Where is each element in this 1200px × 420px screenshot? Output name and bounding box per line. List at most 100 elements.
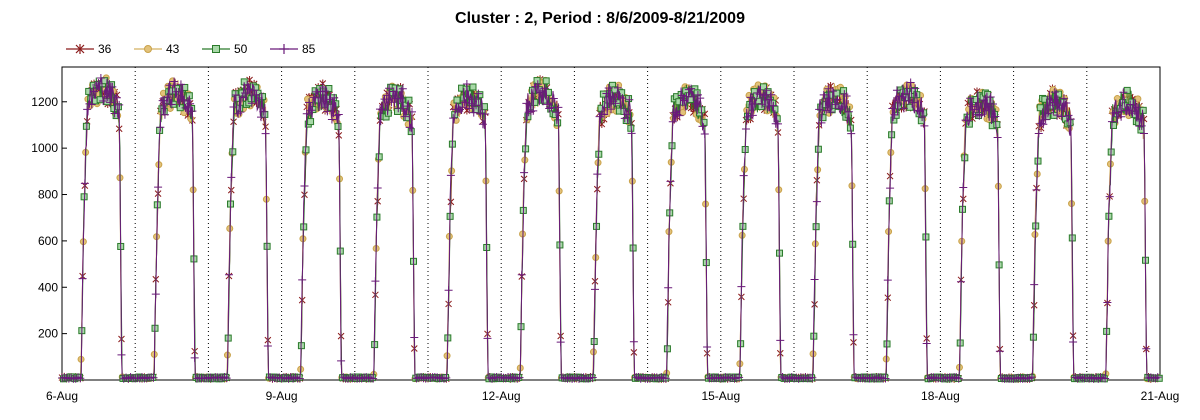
- marker-85: [1107, 117, 1116, 126]
- marker-85: [117, 350, 126, 359]
- y-tick-label-400: 400: [38, 280, 58, 294]
- marker-85: [305, 98, 314, 107]
- marker-85: [737, 282, 746, 291]
- marker-85: [385, 84, 394, 93]
- marker-85: [986, 92, 995, 101]
- marker-85: [103, 93, 112, 102]
- marker-50: [394, 107, 401, 115]
- marker-85: [1123, 106, 1132, 115]
- marker-85: [979, 96, 988, 105]
- marker-85: [449, 114, 458, 123]
- x-tick-label-21-Aug: 21-Aug: [1141, 389, 1180, 403]
- marker-85: [590, 285, 599, 294]
- y-tick-label-1000: 1000: [31, 141, 58, 155]
- marker-85: [989, 100, 998, 109]
- marker-85: [241, 89, 249, 98]
- chart-title: Cluster : 2, Period : 8/6/2009-8/21/2009: [455, 10, 745, 27]
- marker-50: [700, 118, 708, 126]
- marker-85: [842, 91, 851, 100]
- marker-85: [96, 73, 105, 82]
- marker-85: [442, 373, 451, 382]
- marker-85: [465, 104, 474, 113]
- marker-85: [995, 347, 1004, 356]
- marker-50: [1109, 121, 1117, 129]
- marker-50: [840, 87, 848, 95]
- marker-85: [552, 108, 561, 117]
- marker-85: [481, 110, 490, 119]
- marker-85: [325, 95, 334, 104]
- marker-85: [330, 93, 339, 102]
- marker-85: [700, 129, 709, 138]
- marker-85: [295, 374, 304, 383]
- marker-85: [762, 86, 771, 95]
- marker-85: [959, 183, 968, 192]
- marker-85: [106, 98, 115, 107]
- marker-85: [298, 275, 307, 284]
- marker-85: [483, 334, 492, 343]
- marker-85: [902, 89, 911, 98]
- marker-85: [80, 179, 89, 188]
- marker-85: [87, 100, 96, 109]
- marker-85: [588, 373, 597, 382]
- x-axis: 6-Aug 9-Aug 12-Aug 15-Aug 18-Aug 21-Aug: [46, 389, 1179, 403]
- legend-swatch-43: [134, 45, 162, 53]
- marker-85: [94, 79, 103, 88]
- marker-85: [904, 96, 913, 105]
- marker-85: [908, 98, 917, 107]
- marker-85: [604, 83, 613, 92]
- marker-85: [892, 86, 901, 95]
- marker-85: [696, 94, 705, 103]
- marker-85: [403, 102, 412, 111]
- marker-85: [751, 99, 760, 108]
- marker-50: [1137, 126, 1145, 134]
- marker-85: [467, 99, 476, 108]
- marker-85: [533, 80, 542, 89]
- legend-label-43: 43: [166, 42, 180, 56]
- y-axis: 200 400 600 800 1000 1200: [31, 95, 67, 341]
- marker-85: [382, 91, 391, 100]
- legend-item-85: 85: [270, 42, 338, 56]
- marker-85: [316, 87, 325, 96]
- marker-85: [327, 115, 336, 124]
- marker-50: [229, 148, 237, 156]
- marker-85: [300, 182, 309, 191]
- marker-85: [890, 110, 899, 119]
- marker-85: [520, 168, 529, 177]
- marker-85: [1133, 103, 1142, 112]
- marker-50: [1128, 98, 1136, 106]
- x-tick-label-6-Aug: 6-Aug: [46, 389, 78, 403]
- marker-85: [1043, 109, 1052, 118]
- marker-85: [776, 336, 785, 345]
- marker-85: [1057, 112, 1066, 121]
- marker-85: [741, 124, 750, 133]
- marker-50: [334, 122, 342, 130]
- marker-85: [602, 89, 611, 98]
- marker-85: [757, 100, 766, 109]
- marker-85: [847, 129, 856, 138]
- marker-85: [1153, 373, 1162, 382]
- marker-85: [977, 110, 986, 119]
- marker-85: [915, 107, 924, 116]
- marker-85: [689, 92, 698, 101]
- marker-85: [160, 110, 169, 119]
- marker-85: [227, 173, 236, 182]
- marker-85: [703, 343, 712, 352]
- marker-85: [549, 94, 558, 103]
- marker-85: [897, 92, 906, 101]
- marker-85: [920, 121, 929, 130]
- x-tick-label-18-Aug: 18-Aug: [921, 389, 960, 403]
- marker-85: [76, 374, 85, 383]
- marker-85: [247, 99, 256, 108]
- marker-85: [257, 113, 266, 122]
- marker-85: [677, 91, 686, 100]
- marker-85: [156, 123, 165, 132]
- marker-85: [1032, 185, 1041, 194]
- legend-swatch-85: [270, 44, 298, 54]
- y-tick-label-600: 600: [38, 234, 58, 248]
- marker-85: [593, 170, 602, 179]
- marker-85: [1053, 111, 1062, 120]
- marker-85: [661, 374, 670, 383]
- marker-85: [236, 108, 245, 117]
- marker-85: [888, 104, 897, 113]
- marker-85: [462, 79, 471, 88]
